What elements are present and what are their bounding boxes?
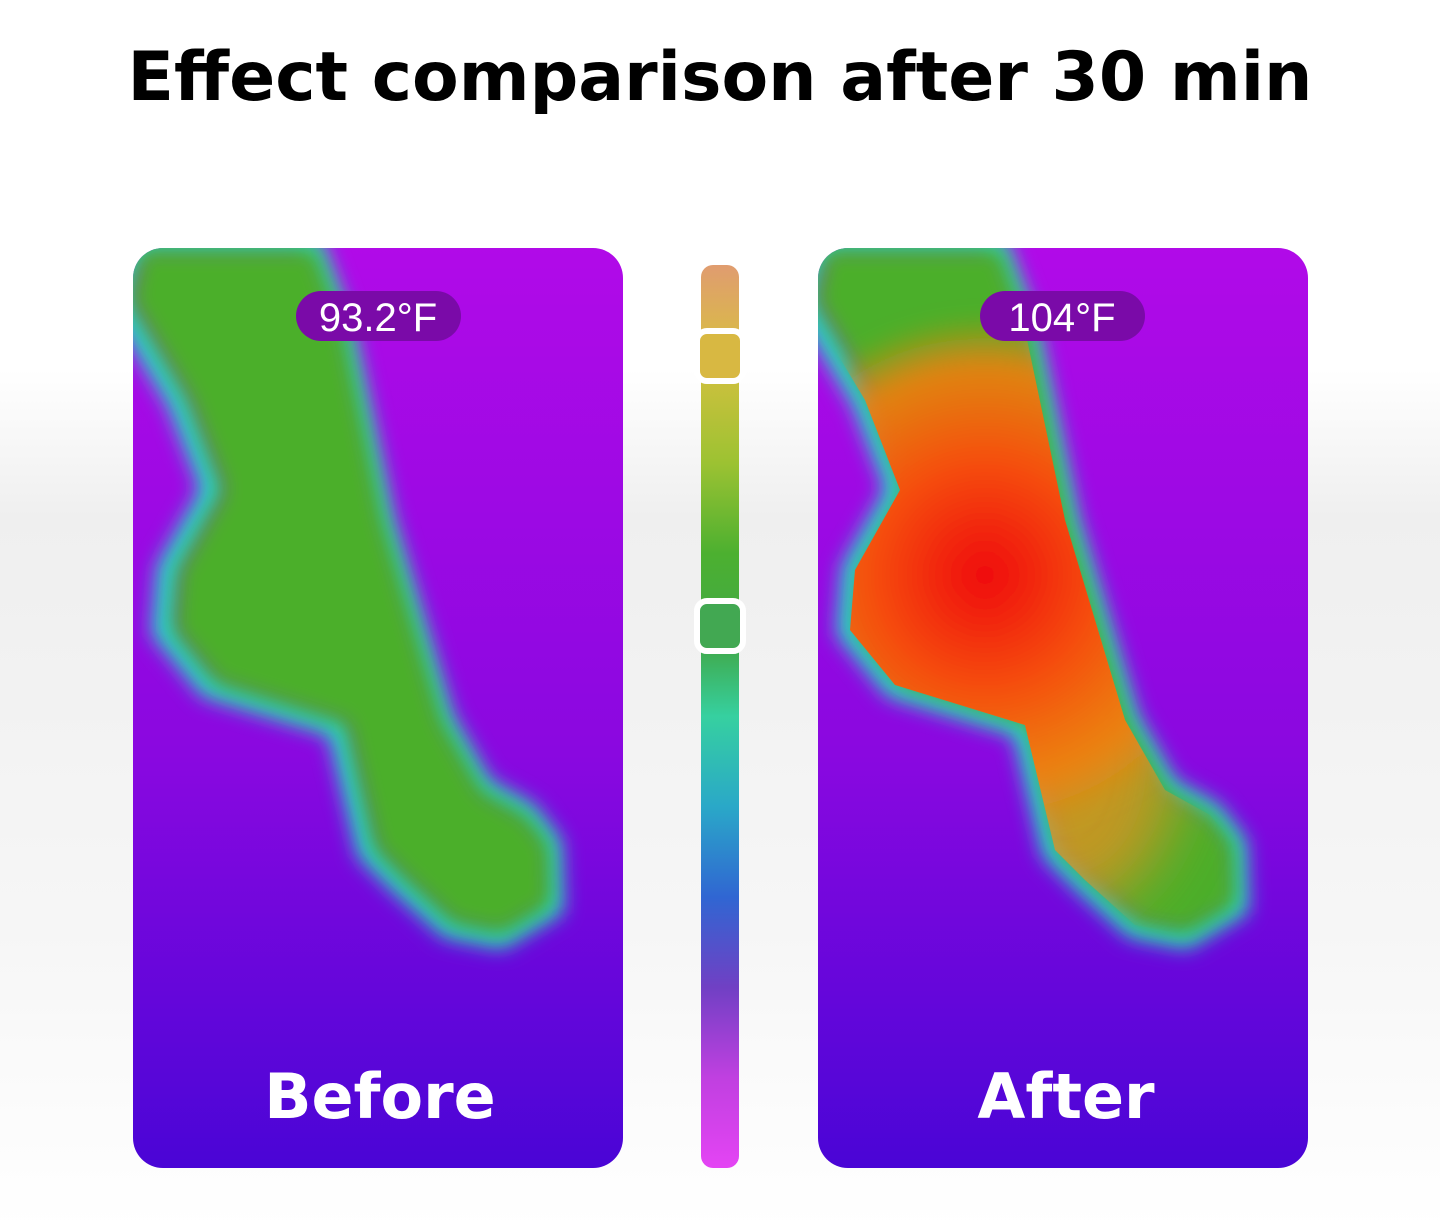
panel-label: Before [264, 1060, 496, 1133]
panel-label: After [977, 1060, 1155, 1133]
color-scale [701, 265, 739, 1168]
temperature: 104°F [1008, 296, 1115, 340]
before-panel [133, 248, 623, 1168]
title: Effect comparison after 30 min [128, 38, 1313, 117]
temperature-badge [296, 291, 461, 341]
temperature-badge [980, 291, 1145, 341]
temperature: 93.2°F [319, 296, 437, 340]
scale-handle [694, 328, 746, 384]
after-panel [818, 248, 1308, 1168]
scale-handle [694, 598, 746, 654]
